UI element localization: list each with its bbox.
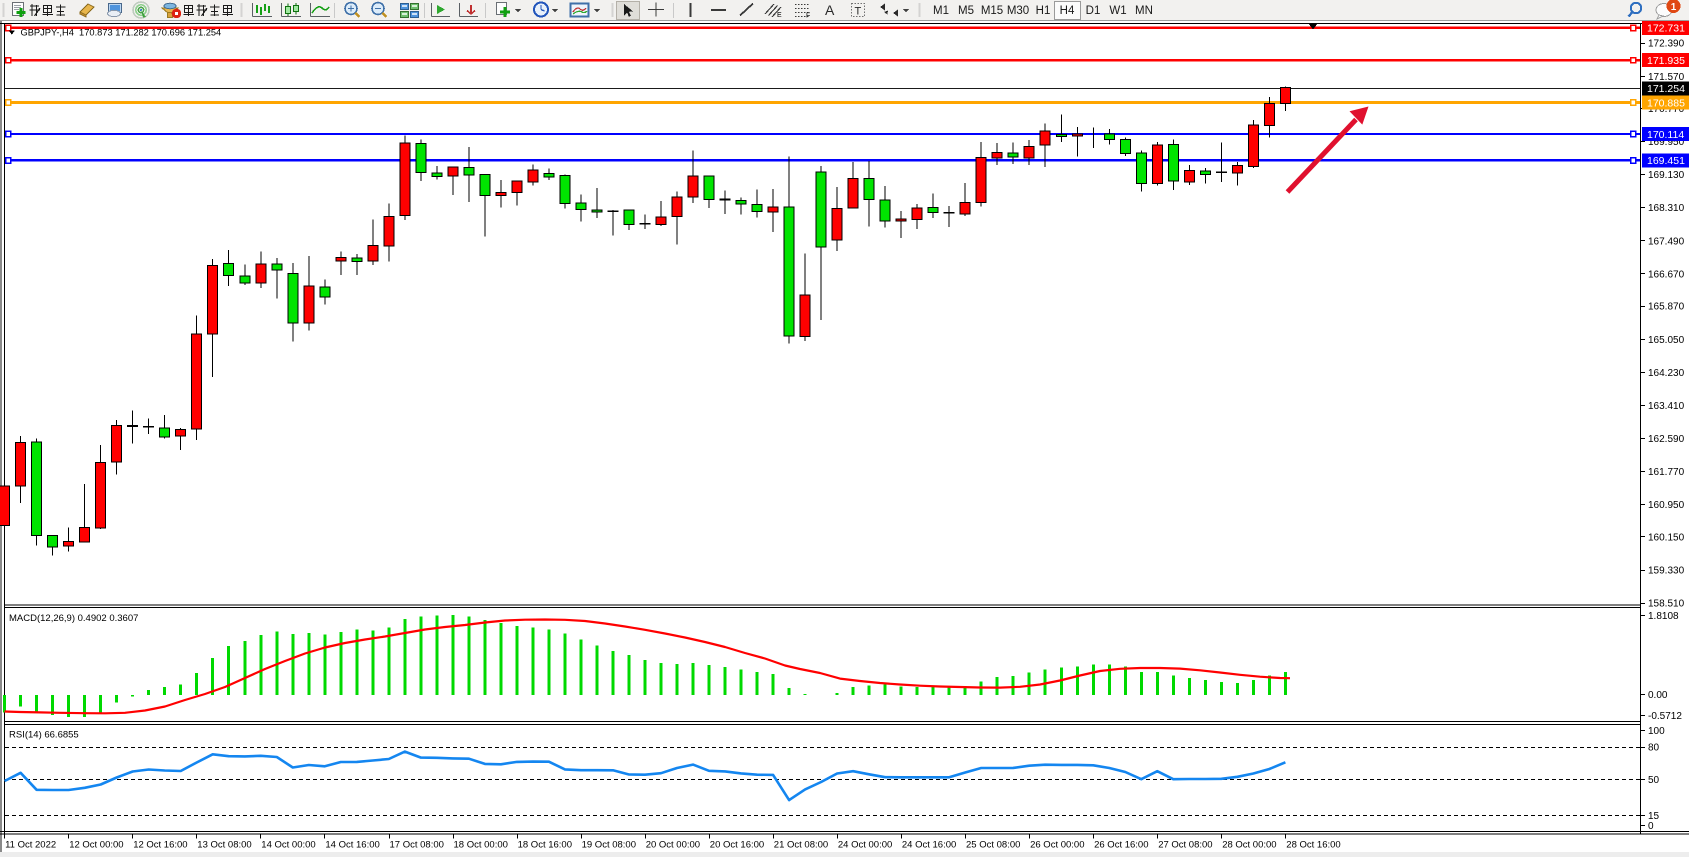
- svg-text:25 Oct 08:00: 25 Oct 08:00: [966, 840, 1020, 851]
- svg-text:160.950: 160.950: [1648, 500, 1685, 511]
- svg-text:18 Oct 00:00: 18 Oct 00:00: [454, 840, 508, 851]
- svg-text:12 Oct 00:00: 12 Oct 00:00: [69, 840, 123, 851]
- svg-text:M5: M5: [958, 5, 974, 17]
- svg-text:H1: H1: [1036, 5, 1051, 17]
- svg-text:A: A: [825, 2, 835, 18]
- svg-text:170.114: 170.114: [1647, 129, 1684, 141]
- svg-text:168.310: 168.310: [1648, 203, 1685, 214]
- svg-text:H4: H4: [1060, 5, 1075, 17]
- svg-text:24 Oct 00:00: 24 Oct 00:00: [838, 840, 892, 851]
- svg-text:28 Oct 00:00: 28 Oct 00:00: [1222, 840, 1276, 851]
- svg-text:D1: D1: [1086, 5, 1101, 17]
- svg-text:158.510: 158.510: [1648, 599, 1685, 610]
- svg-text:17 Oct 08:00: 17 Oct 08:00: [390, 840, 444, 851]
- svg-text:M30: M30: [1007, 5, 1029, 17]
- svg-text:M15: M15: [981, 5, 1003, 17]
- svg-text:1.8108: 1.8108: [1648, 611, 1679, 622]
- svg-text:166.670: 166.670: [1648, 269, 1685, 280]
- svg-text:165.050: 165.050: [1648, 335, 1685, 346]
- svg-text:28 Oct 16:00: 28 Oct 16:00: [1286, 840, 1340, 851]
- svg-text:F: F: [806, 13, 810, 20]
- svg-text:165.870: 165.870: [1648, 302, 1685, 313]
- svg-text:160.150: 160.150: [1648, 532, 1685, 543]
- svg-text:163.410: 163.410: [1648, 401, 1685, 412]
- svg-text:RSI(14) 66.6855: RSI(14) 66.6855: [9, 730, 79, 741]
- svg-text:80: 80: [1648, 743, 1660, 754]
- svg-text:21 Oct 08:00: 21 Oct 08:00: [774, 840, 828, 851]
- svg-text:-0.5712: -0.5712: [1648, 711, 1682, 722]
- svg-text:172.731: 172.731: [1647, 23, 1685, 35]
- svg-text:171.570: 171.570: [1648, 72, 1685, 83]
- svg-text:26 Oct 00:00: 26 Oct 00:00: [1030, 840, 1084, 851]
- svg-text:W1: W1: [1109, 5, 1126, 17]
- svg-text:169.451: 169.451: [1647, 155, 1685, 167]
- svg-text:14 Oct 00:00: 14 Oct 00:00: [261, 840, 315, 851]
- svg-text:T: T: [855, 6, 862, 18]
- svg-text:20 Oct 16:00: 20 Oct 16:00: [710, 840, 764, 851]
- svg-text:100: 100: [1648, 726, 1665, 737]
- svg-text:0: 0: [1648, 821, 1654, 832]
- svg-text:27 Oct 08:00: 27 Oct 08:00: [1158, 840, 1212, 851]
- svg-text:24 Oct 16:00: 24 Oct 16:00: [902, 840, 956, 851]
- svg-text:26 Oct 16:00: 26 Oct 16:00: [1094, 840, 1148, 851]
- svg-text:171.254: 171.254: [1647, 83, 1685, 95]
- svg-text:11 Oct 2022: 11 Oct 2022: [5, 840, 56, 851]
- svg-text:164.230: 164.230: [1648, 368, 1685, 379]
- svg-text:169.950: 169.950: [1648, 137, 1685, 148]
- svg-text:MACD(12,26,9) 0.4902 0.3607: MACD(12,26,9) 0.4902 0.3607: [9, 613, 138, 624]
- svg-text:1: 1: [1671, 2, 1677, 13]
- svg-text:12 Oct 16:00: 12 Oct 16:00: [133, 840, 187, 851]
- svg-text:162.590: 162.590: [1648, 434, 1685, 445]
- svg-text:E: E: [777, 12, 782, 19]
- svg-text:172.390: 172.390: [1648, 39, 1685, 50]
- svg-text:13 Oct 08:00: 13 Oct 08:00: [197, 840, 251, 851]
- svg-text:20 Oct 00:00: 20 Oct 00:00: [646, 840, 700, 851]
- svg-text:169.130: 169.130: [1648, 170, 1685, 181]
- svg-text:18 Oct 16:00: 18 Oct 16:00: [518, 840, 572, 851]
- svg-text:170.885: 170.885: [1647, 97, 1685, 109]
- svg-text:19 Oct 08:00: 19 Oct 08:00: [582, 840, 636, 851]
- svg-text:14 Oct 16:00: 14 Oct 16:00: [325, 840, 379, 851]
- svg-text:159.330: 159.330: [1648, 566, 1685, 577]
- svg-text:15: 15: [1648, 811, 1660, 822]
- svg-text:161.770: 161.770: [1648, 467, 1685, 478]
- svg-text:50: 50: [1648, 775, 1660, 786]
- svg-text:GBPJPY-,H4 170.873 171.282 17: GBPJPY-,H4 170.873 171.282 170.696 171.2…: [21, 28, 222, 38]
- svg-text:MN: MN: [1135, 5, 1153, 17]
- svg-text:167.490: 167.490: [1648, 236, 1685, 247]
- svg-text:0.00: 0.00: [1648, 690, 1668, 701]
- svg-text:171.935: 171.935: [1647, 55, 1685, 67]
- svg-text:M1: M1: [933, 5, 949, 17]
